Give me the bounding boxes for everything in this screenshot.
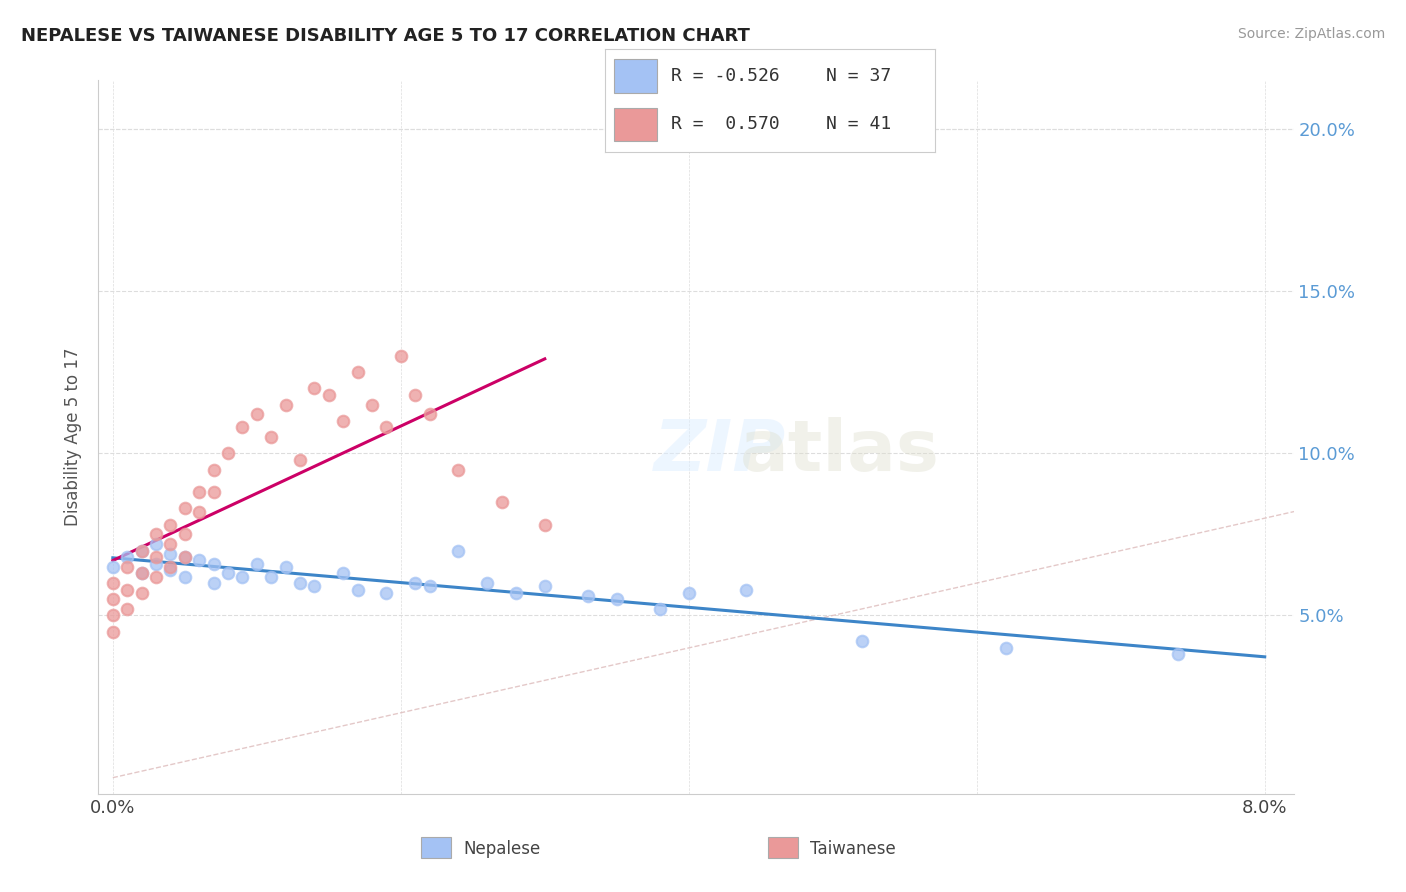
Text: Source: ZipAtlas.com: Source: ZipAtlas.com <box>1237 27 1385 41</box>
Point <box>505 586 527 600</box>
Point <box>115 559 138 574</box>
FancyBboxPatch shape <box>614 108 658 141</box>
FancyBboxPatch shape <box>768 837 797 858</box>
Point <box>131 566 153 581</box>
Point <box>131 543 153 558</box>
Y-axis label: Disability Age 5 to 17: Disability Age 5 to 17 <box>65 348 83 526</box>
Text: Taiwanese: Taiwanese <box>810 840 896 858</box>
Point <box>735 582 758 597</box>
Point <box>246 408 269 422</box>
Point <box>332 414 354 428</box>
Point <box>231 569 253 583</box>
Point <box>346 582 368 597</box>
Point <box>994 640 1017 655</box>
Text: ZIP: ZIP <box>654 417 786 486</box>
Point <box>648 602 671 616</box>
Point <box>131 586 153 600</box>
Point <box>173 550 195 565</box>
Point <box>101 592 124 607</box>
Point <box>318 388 340 402</box>
FancyBboxPatch shape <box>422 837 451 858</box>
Point <box>606 592 628 607</box>
Point <box>188 553 211 567</box>
Point <box>447 462 470 476</box>
Point <box>202 485 225 500</box>
Point <box>678 586 700 600</box>
Point <box>159 547 181 561</box>
Point <box>202 576 225 591</box>
Point <box>404 388 426 402</box>
Point <box>231 420 253 434</box>
Point <box>159 537 181 551</box>
Point <box>101 608 124 623</box>
Point <box>173 550 195 565</box>
Point <box>188 485 211 500</box>
Point <box>419 579 441 593</box>
Point <box>246 557 269 571</box>
Point <box>115 550 138 565</box>
Point <box>115 602 138 616</box>
Point <box>202 462 225 476</box>
Point <box>346 365 368 379</box>
Point <box>159 559 181 574</box>
Point <box>491 495 513 509</box>
Point <box>101 624 124 639</box>
Point <box>188 505 211 519</box>
Text: Nepalese: Nepalese <box>463 840 540 858</box>
Text: atlas: atlas <box>740 417 939 486</box>
Point <box>304 579 326 593</box>
Point <box>404 576 426 591</box>
Point <box>288 576 311 591</box>
Text: NEPALESE VS TAIWANESE DISABILITY AGE 5 TO 17 CORRELATION CHART: NEPALESE VS TAIWANESE DISABILITY AGE 5 T… <box>21 27 749 45</box>
Text: R = -0.526: R = -0.526 <box>671 67 779 86</box>
Text: N = 37: N = 37 <box>825 67 891 86</box>
Point <box>173 527 195 541</box>
Point <box>576 589 599 603</box>
Point <box>533 517 555 532</box>
Point <box>145 550 167 565</box>
Point <box>173 501 195 516</box>
Point <box>274 398 297 412</box>
Point <box>145 569 167 583</box>
Point <box>145 527 167 541</box>
Point <box>173 569 195 583</box>
Point <box>1167 648 1189 662</box>
Point <box>375 420 398 434</box>
Point <box>447 543 470 558</box>
Point <box>101 576 124 591</box>
Point <box>361 398 384 412</box>
Point <box>851 634 873 648</box>
Point <box>274 559 297 574</box>
Point <box>217 566 239 581</box>
Text: R =  0.570: R = 0.570 <box>671 115 779 134</box>
Point <box>115 582 138 597</box>
Text: N = 41: N = 41 <box>825 115 891 134</box>
Point <box>159 563 181 577</box>
FancyBboxPatch shape <box>614 60 658 93</box>
Point <box>533 579 555 593</box>
Point <box>419 408 441 422</box>
Point <box>477 576 499 591</box>
Point <box>332 566 354 581</box>
Point <box>101 559 124 574</box>
Point <box>288 452 311 467</box>
Point <box>131 566 153 581</box>
Point <box>145 557 167 571</box>
Point <box>202 557 225 571</box>
Point <box>131 543 153 558</box>
Point <box>260 430 283 444</box>
Point <box>145 537 167 551</box>
Point <box>304 381 326 395</box>
Point <box>217 446 239 460</box>
Point <box>389 349 412 363</box>
Point <box>159 517 181 532</box>
Point <box>375 586 398 600</box>
Point <box>260 569 283 583</box>
